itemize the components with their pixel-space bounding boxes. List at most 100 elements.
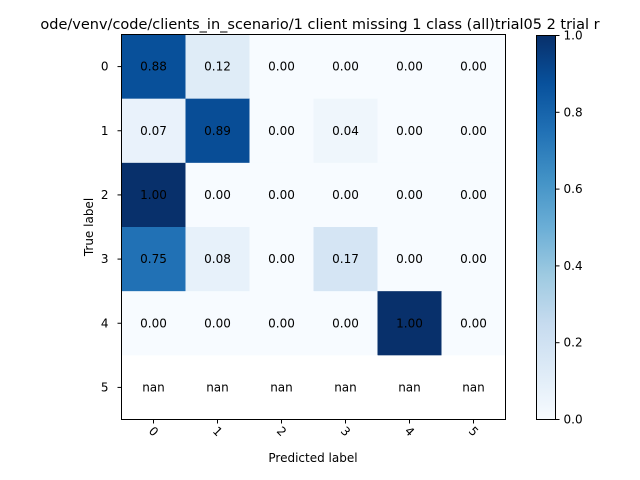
x-tick-label: 4 [402, 424, 417, 439]
heatmap-cell [377, 162, 442, 228]
colorbar-tick-label: 0.6 [564, 182, 583, 196]
heatmap-cell [249, 355, 314, 420]
heatmap-cell [185, 98, 250, 164]
cell-value-label: 0.00 [204, 188, 231, 202]
heatmap-cell [249, 291, 314, 356]
cell-value-label: 0.00 [396, 188, 423, 202]
y-tick-label: 3 [101, 252, 109, 266]
heatmap-cell [441, 227, 506, 292]
heatmap-cell [441, 162, 506, 228]
cell-value-labels: 0.88 0.12 0.00 0.00 0.00 0.00 0.07 0.89 0.00 0.04… [140, 60, 487, 395]
heatmap-cell [313, 98, 378, 164]
cell-value-label: nan [206, 380, 229, 394]
y-tick-label: 4 [101, 316, 109, 330]
cell-value-label: 0.00 [332, 60, 359, 74]
y-axis-ticks: 0 1 2 3 4 5 [101, 60, 122, 394]
cell-value-label: 0.00 [396, 60, 423, 74]
x-tick-label: 3 [338, 424, 353, 439]
colorbar-tick-label: 0.8 [564, 105, 583, 119]
colorbar-ticks: 0.0 0.2 0.4 0.6 0.8 1.0 [555, 29, 583, 427]
heatmap-cell [185, 291, 250, 356]
cell-value-label: 0.00 [460, 188, 487, 202]
heatmap-cell [249, 34, 314, 100]
y-tick-label: 0 [101, 60, 109, 74]
y-tick-label: 5 [101, 380, 109, 394]
cell-value-label: 0.00 [268, 252, 295, 266]
cell-value-label: 0.00 [460, 316, 487, 330]
cell-value-label: 1.00 [140, 188, 167, 202]
x-axis-label: Predicted label [268, 451, 357, 465]
heatmap-cell [313, 162, 378, 228]
heatmap-cell [185, 227, 250, 292]
heatmap-cell [121, 291, 186, 356]
cell-value-label: nan [142, 380, 165, 394]
cell-value-label: 0.00 [460, 252, 487, 266]
heatmap-cell [377, 227, 442, 292]
cell-value-label: 0.00 [268, 124, 295, 138]
x-tick-label: 2 [274, 424, 289, 439]
x-tick-label: 0 [146, 424, 161, 439]
cell-value-label: nan [270, 380, 293, 394]
x-tick-label: 1 [210, 424, 225, 439]
heatmap-cells [121, 34, 506, 420]
cell-value-label: 0.07 [140, 124, 167, 138]
heatmap-cell [313, 227, 378, 292]
cell-value-label: 0.00 [460, 124, 487, 138]
cell-value-label: 0.00 [268, 316, 295, 330]
cell-value-label: 0.04 [332, 124, 359, 138]
heatmap-cell [313, 355, 378, 420]
heatmap-cell [185, 355, 250, 420]
x-axis-ticks: 0 1 2 3 4 5 [146, 419, 481, 439]
heatmap-cell [185, 34, 250, 100]
heatmap-cell [121, 227, 186, 292]
heatmap-cell [121, 355, 186, 420]
colorbar-tick-label: 1.0 [564, 29, 583, 43]
cell-value-label: nan [398, 380, 421, 394]
heatmap-cell [249, 162, 314, 228]
colorbar-tick-label: 0.0 [564, 413, 583, 427]
y-tick-label: 2 [101, 188, 109, 202]
heatmap-cell [441, 291, 506, 356]
chart-title: ode/venv/code/clients_in_scenario/1 clie… [40, 17, 599, 33]
heatmap-cell [441, 98, 506, 164]
cell-value-label: 0.12 [204, 60, 231, 74]
heatmap-cell [121, 34, 186, 100]
heatmap-cell [121, 98, 186, 164]
colorbar-tick-label: 0.4 [564, 259, 583, 273]
cell-value-label: 0.17 [332, 252, 359, 266]
cell-value-label: nan [462, 380, 485, 394]
y-tick-label: 1 [101, 124, 109, 138]
heatmap-cell [121, 162, 186, 228]
colorbar [536, 35, 556, 420]
cell-value-label: 0.88 [140, 60, 167, 74]
cell-value-label: 0.00 [460, 60, 487, 74]
heatmap-cell [377, 291, 442, 356]
heatmap-cell [441, 34, 506, 100]
cell-value-label: 0.00 [204, 316, 231, 330]
cell-value-label: 0.00 [268, 60, 295, 74]
heatmap-cell [377, 355, 442, 420]
cell-value-label: 0.75 [140, 252, 167, 266]
cell-value-label: 0.00 [396, 124, 423, 138]
heatmap-cell [377, 34, 442, 100]
plot-frame [121, 34, 506, 420]
cell-value-label: 1.00 [396, 316, 423, 330]
cell-value-label: 0.08 [204, 252, 231, 266]
cell-value-label: 0.89 [204, 124, 231, 138]
heatmap-cell [313, 34, 378, 100]
y-axis-label: True label [82, 198, 96, 257]
cell-value-label: 0.00 [396, 252, 423, 266]
cell-value-label: 0.00 [332, 316, 359, 330]
heatmap-cell [249, 227, 314, 292]
heatmap-cell [377, 98, 442, 164]
cell-value-label: 0.00 [268, 188, 295, 202]
heatmap-cell [441, 355, 506, 420]
colorbar-tick-label: 0.2 [564, 336, 583, 350]
cell-value-label: 0.00 [140, 316, 167, 330]
x-tick-label: 5 [466, 424, 481, 439]
heatmap-cell [185, 162, 250, 228]
heatmap-cell [249, 98, 314, 164]
cell-value-label: nan [334, 380, 357, 394]
heatmap-cell [313, 291, 378, 356]
